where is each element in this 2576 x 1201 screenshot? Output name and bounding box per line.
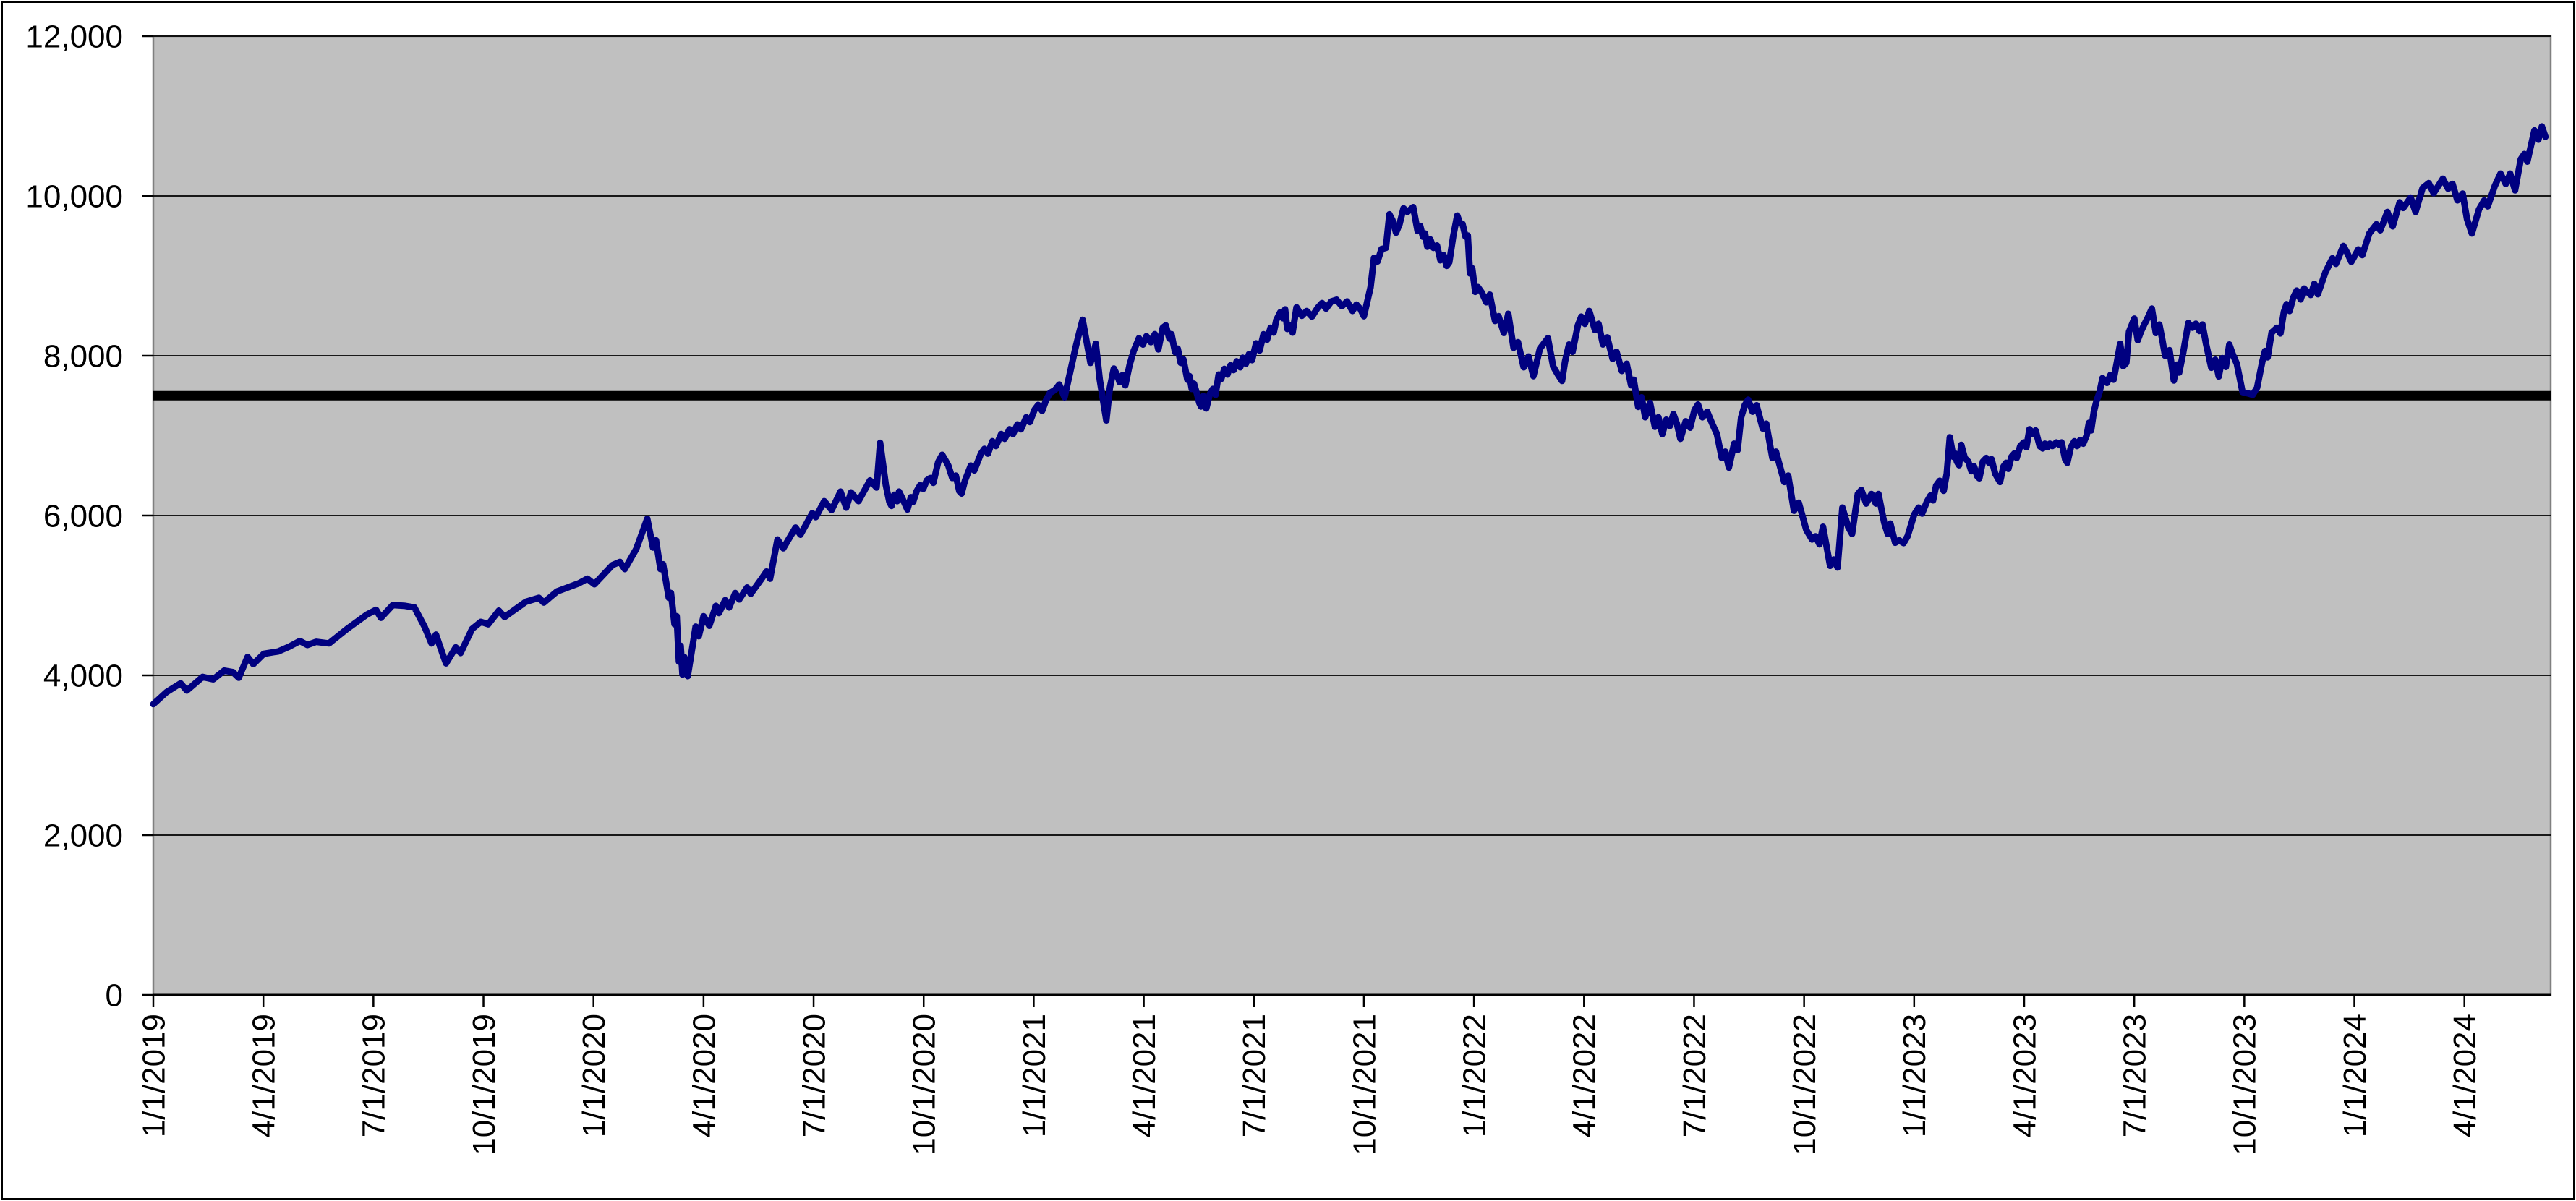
x-axis-label: 7/1/2019 <box>357 1014 392 1137</box>
y-axis-label: 6,000 <box>43 498 123 534</box>
y-axis-label: 4,000 <box>43 658 123 693</box>
x-axis-label: 1/1/2023 <box>1897 1014 1932 1137</box>
x-axis-label: 1/1/2024 <box>2337 1014 2373 1137</box>
x-axis-label: 7/1/2022 <box>1677 1014 1713 1137</box>
x-axis-label: 4/1/2021 <box>1127 1014 1162 1137</box>
y-axis-label: 8,000 <box>43 338 123 374</box>
value-series-line <box>150 123 2549 708</box>
y-axis-label: 12,000 <box>25 19 123 54</box>
x-axis-label: 7/1/2021 <box>1237 1014 1272 1137</box>
x-axis-label: 1/1/2019 <box>136 1014 171 1137</box>
x-axis-label: 4/1/2023 <box>2007 1014 2042 1137</box>
y-axis-label: 0 <box>106 978 123 1013</box>
x-axis-label: 10/1/2020 <box>907 1014 942 1155</box>
x-axis-label: 10/1/2019 <box>466 1014 502 1155</box>
x-axis-label: 4/1/2022 <box>1567 1014 1603 1137</box>
x-axis-label: 10/1/2022 <box>1787 1014 1822 1155</box>
x-axis-label: 1/1/2021 <box>1017 1014 1052 1137</box>
x-axis-label: 4/1/2019 <box>247 1014 282 1137</box>
x-axis-label: 1/1/2020 <box>576 1014 612 1137</box>
y-axis-label: 2,000 <box>43 818 123 853</box>
x-axis-label: 7/1/2023 <box>2117 1014 2153 1137</box>
y-axis-label: 10,000 <box>25 179 123 214</box>
x-axis-label: 7/1/2020 <box>796 1014 832 1137</box>
x-axis-label: 10/1/2021 <box>1347 1014 1382 1155</box>
x-axis-label: 4/1/2020 <box>686 1014 722 1137</box>
x-axis-label: 1/1/2022 <box>1457 1014 1493 1137</box>
x-axis-label: 4/1/2024 <box>2447 1014 2483 1137</box>
x-axis-label: 10/1/2023 <box>2227 1014 2263 1155</box>
